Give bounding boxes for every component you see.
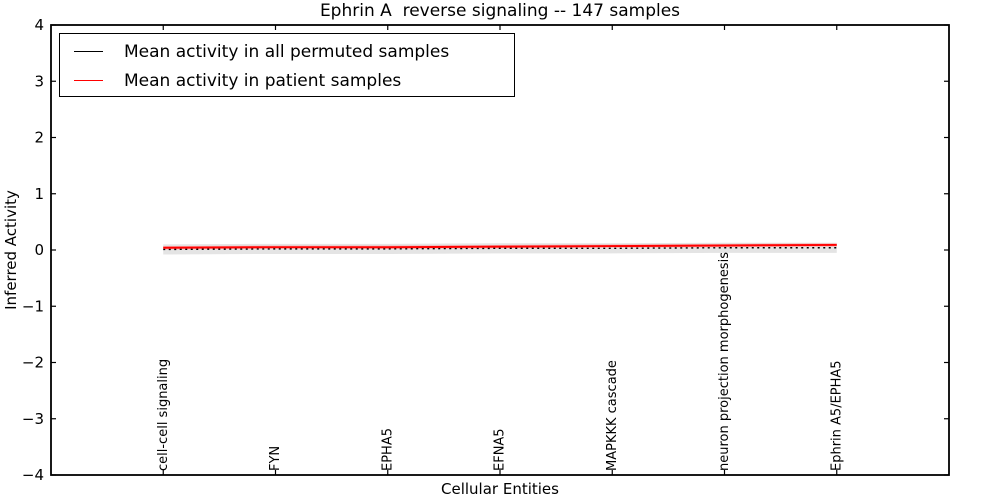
legend-label-patient: Mean activity in patient samples <box>124 70 402 91</box>
y-tick-label: 1 <box>34 185 44 203</box>
y-tick-label: −2 <box>22 354 44 372</box>
x-tick-label: EFNA5 <box>493 428 508 471</box>
x-tick-label: EPHA5 <box>380 428 395 471</box>
y-tick-label: −4 <box>22 466 44 484</box>
y-tick-label: 2 <box>34 129 44 147</box>
y-tick-label: 4 <box>34 16 44 34</box>
x-axis-label: Cellular Entities <box>441 480 559 498</box>
chart-title: Ephrin A reverse signaling -- 147 sample… <box>319 1 681 21</box>
x-tick-label: MAPKKK cascade <box>605 360 620 471</box>
x-tick-label: neuron projection morphogenesis <box>717 252 732 471</box>
y-tick-label: −3 <box>22 410 44 428</box>
legend-label-permuted: Mean activity in all permuted samples <box>124 41 450 62</box>
y-tick-label: 0 <box>34 241 44 259</box>
legend-line-permuted <box>74 51 103 52</box>
x-tick-label: cell-cell signaling <box>156 359 171 471</box>
x-tick-label: Ephrin A5/EPHA5 <box>829 360 844 471</box>
legend-item-permuted: Mean activity in all permuted samples <box>60 37 514 66</box>
series-line-1 <box>163 243 837 249</box>
legend-item-patient: Mean activity in patient samples <box>60 66 514 95</box>
series-line-0 <box>163 247 837 251</box>
x-tick-label: FYN <box>268 446 283 471</box>
y-tick-label: −1 <box>22 297 44 315</box>
legend-line-patient <box>74 80 103 81</box>
legend: Mean activity in all permuted samples Me… <box>59 33 515 97</box>
y-axis-label: Inferred Activity <box>2 190 20 310</box>
y-tick-label: 3 <box>34 72 44 90</box>
